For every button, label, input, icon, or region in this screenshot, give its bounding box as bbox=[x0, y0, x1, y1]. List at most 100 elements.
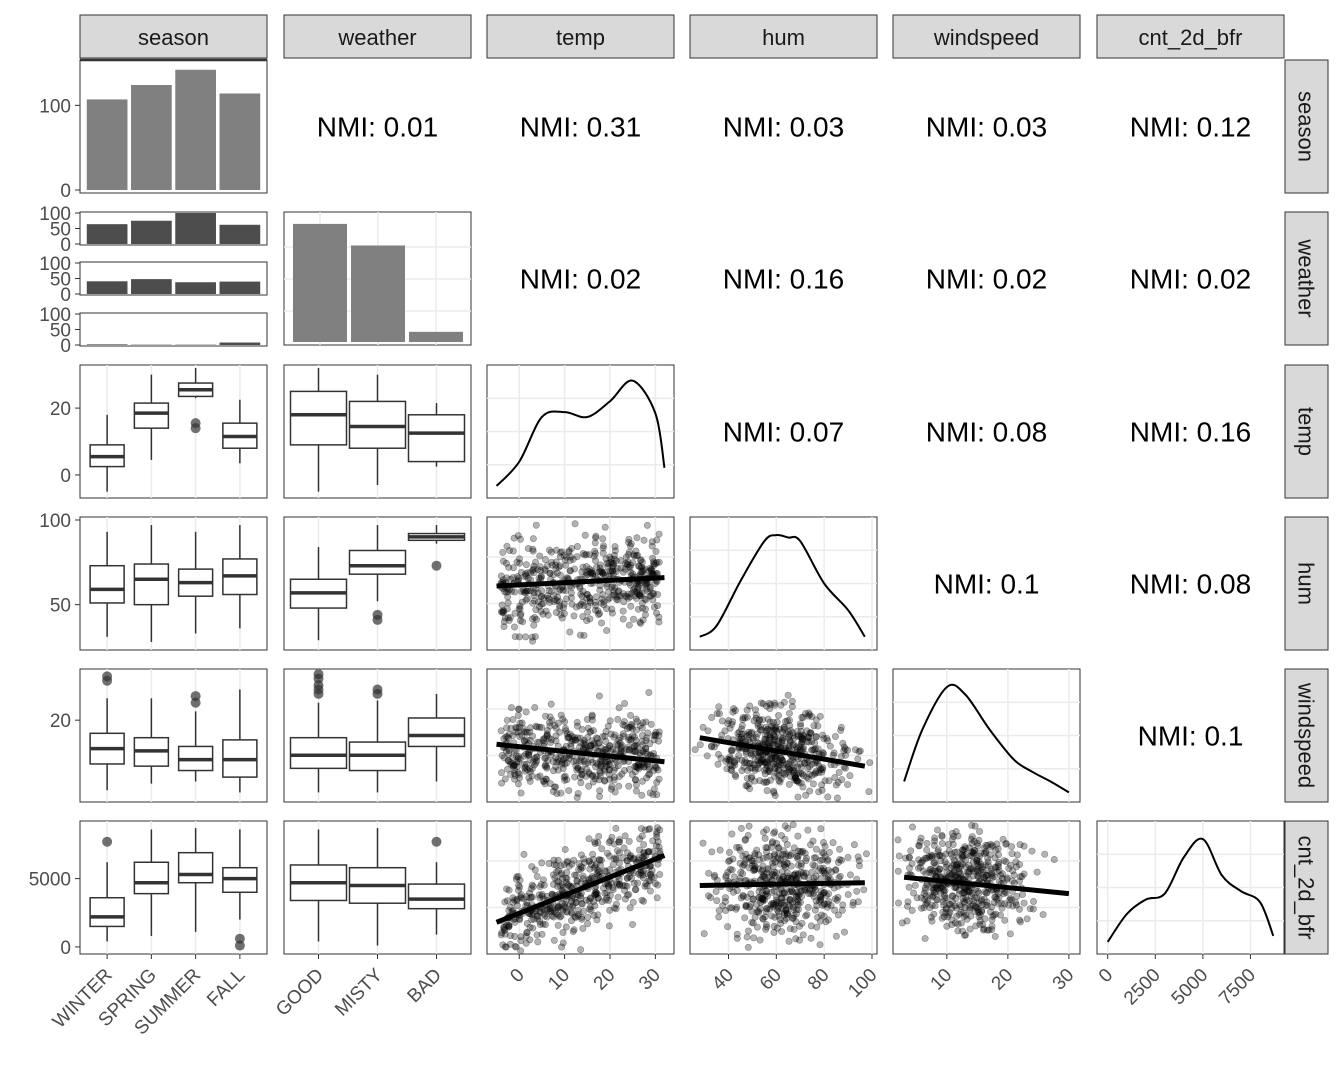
scatter-point bbox=[903, 917, 911, 925]
boxplot bbox=[177, 691, 214, 782]
scatter-point bbox=[1033, 868, 1041, 876]
outlier-point bbox=[431, 836, 442, 847]
scatter-point bbox=[810, 854, 818, 862]
scatter-point bbox=[538, 859, 546, 867]
x-tick-label-windspeed: 20 bbox=[988, 965, 1018, 995]
scatter-point bbox=[537, 607, 545, 615]
scatter-point bbox=[691, 746, 699, 754]
scatter-point bbox=[566, 566, 574, 574]
scatter-point bbox=[751, 913, 759, 921]
scatter-point bbox=[610, 555, 618, 563]
scatter-point bbox=[621, 699, 629, 707]
scatter-point bbox=[539, 920, 547, 928]
scatter-point bbox=[573, 766, 581, 774]
strip-right-label: temp bbox=[1294, 407, 1319, 456]
scatter-point bbox=[756, 936, 764, 944]
nmi-label: NMI: 0.03 bbox=[926, 112, 1047, 143]
scatter-point bbox=[510, 534, 518, 542]
scatter-point bbox=[785, 780, 793, 788]
scatter-point bbox=[529, 637, 537, 645]
scatter-point bbox=[586, 598, 594, 606]
scatter-point bbox=[529, 535, 537, 543]
scatter-point bbox=[948, 892, 956, 900]
scatter-point bbox=[511, 609, 519, 617]
scatter-point bbox=[546, 719, 554, 727]
scatter-point bbox=[614, 715, 622, 723]
nmi-label: NMI: 0.08 bbox=[926, 417, 1047, 448]
y-tick-label: 100 bbox=[39, 96, 71, 117]
scatter-point bbox=[568, 544, 576, 552]
scatter-point bbox=[563, 858, 571, 866]
scatter-point bbox=[547, 700, 555, 708]
scatter-point bbox=[923, 839, 931, 847]
scatter-point bbox=[641, 611, 649, 619]
scatter-point bbox=[640, 841, 648, 849]
scatter-point bbox=[557, 548, 565, 556]
scatter-point bbox=[816, 856, 824, 864]
scatter-point bbox=[703, 752, 711, 760]
scatter-point bbox=[537, 573, 545, 581]
scatter-point bbox=[583, 563, 591, 571]
strip-right-season: season bbox=[1284, 59, 1329, 194]
x-tick-label-temp: 10 bbox=[544, 965, 574, 995]
scatter-point bbox=[745, 822, 753, 830]
scatter-point bbox=[811, 906, 819, 914]
scatter-point bbox=[824, 793, 832, 801]
scatter-point bbox=[593, 916, 601, 924]
scatter-point bbox=[602, 555, 610, 563]
boxplot bbox=[289, 547, 348, 641]
scatter-point bbox=[646, 751, 654, 759]
scatter-point bbox=[650, 603, 658, 611]
outlier-point bbox=[190, 418, 201, 429]
scatter-point bbox=[807, 934, 815, 942]
scatter-point bbox=[524, 749, 532, 757]
scatter-point bbox=[770, 732, 778, 740]
scatter-point bbox=[647, 565, 655, 573]
scatter-point bbox=[726, 753, 734, 761]
scatter-point bbox=[562, 561, 570, 569]
scatter-point bbox=[607, 558, 615, 566]
scatter-point bbox=[751, 756, 759, 764]
scatter-point bbox=[501, 775, 509, 783]
scatter-point bbox=[530, 592, 538, 600]
scatter-point bbox=[765, 756, 773, 764]
scatter-point bbox=[599, 570, 607, 578]
scatter-point bbox=[652, 559, 660, 567]
scatter-point bbox=[532, 753, 540, 761]
scatter-point bbox=[504, 599, 512, 607]
scatter-point bbox=[624, 594, 632, 602]
scatter-point bbox=[653, 536, 661, 544]
boxplot bbox=[348, 684, 407, 793]
scatter-point bbox=[601, 523, 609, 531]
scatter-point bbox=[577, 590, 585, 598]
boxplot bbox=[289, 829, 348, 942]
scatter-point bbox=[726, 724, 734, 732]
nmi-label: NMI: 0.08 bbox=[1130, 569, 1251, 600]
scatter-point bbox=[499, 548, 507, 556]
scatter-point bbox=[502, 943, 510, 951]
scatter-point bbox=[638, 896, 646, 904]
scatter-point bbox=[655, 775, 663, 783]
scatter-point bbox=[654, 591, 662, 599]
scatter-point bbox=[824, 873, 832, 881]
scatter-point bbox=[529, 599, 537, 607]
scatter-point bbox=[559, 929, 567, 937]
scatter-point bbox=[559, 765, 567, 773]
scatter-point bbox=[715, 913, 723, 921]
scatter-point bbox=[530, 621, 538, 629]
scatter-point bbox=[633, 534, 641, 542]
scatter-point bbox=[588, 567, 596, 575]
scatter-point bbox=[567, 594, 575, 602]
scatter-point bbox=[515, 758, 523, 766]
scatter-point bbox=[638, 584, 646, 592]
scatter-point bbox=[966, 906, 974, 914]
scatter-point bbox=[560, 773, 568, 781]
scatter-point bbox=[933, 826, 941, 834]
y-tick-label: 0 bbox=[60, 285, 71, 306]
scatter-point bbox=[976, 828, 984, 836]
outlier-point bbox=[102, 836, 113, 847]
scatter-point bbox=[614, 596, 622, 604]
panel-3-1 bbox=[283, 516, 472, 651]
scatter-point bbox=[937, 857, 945, 865]
